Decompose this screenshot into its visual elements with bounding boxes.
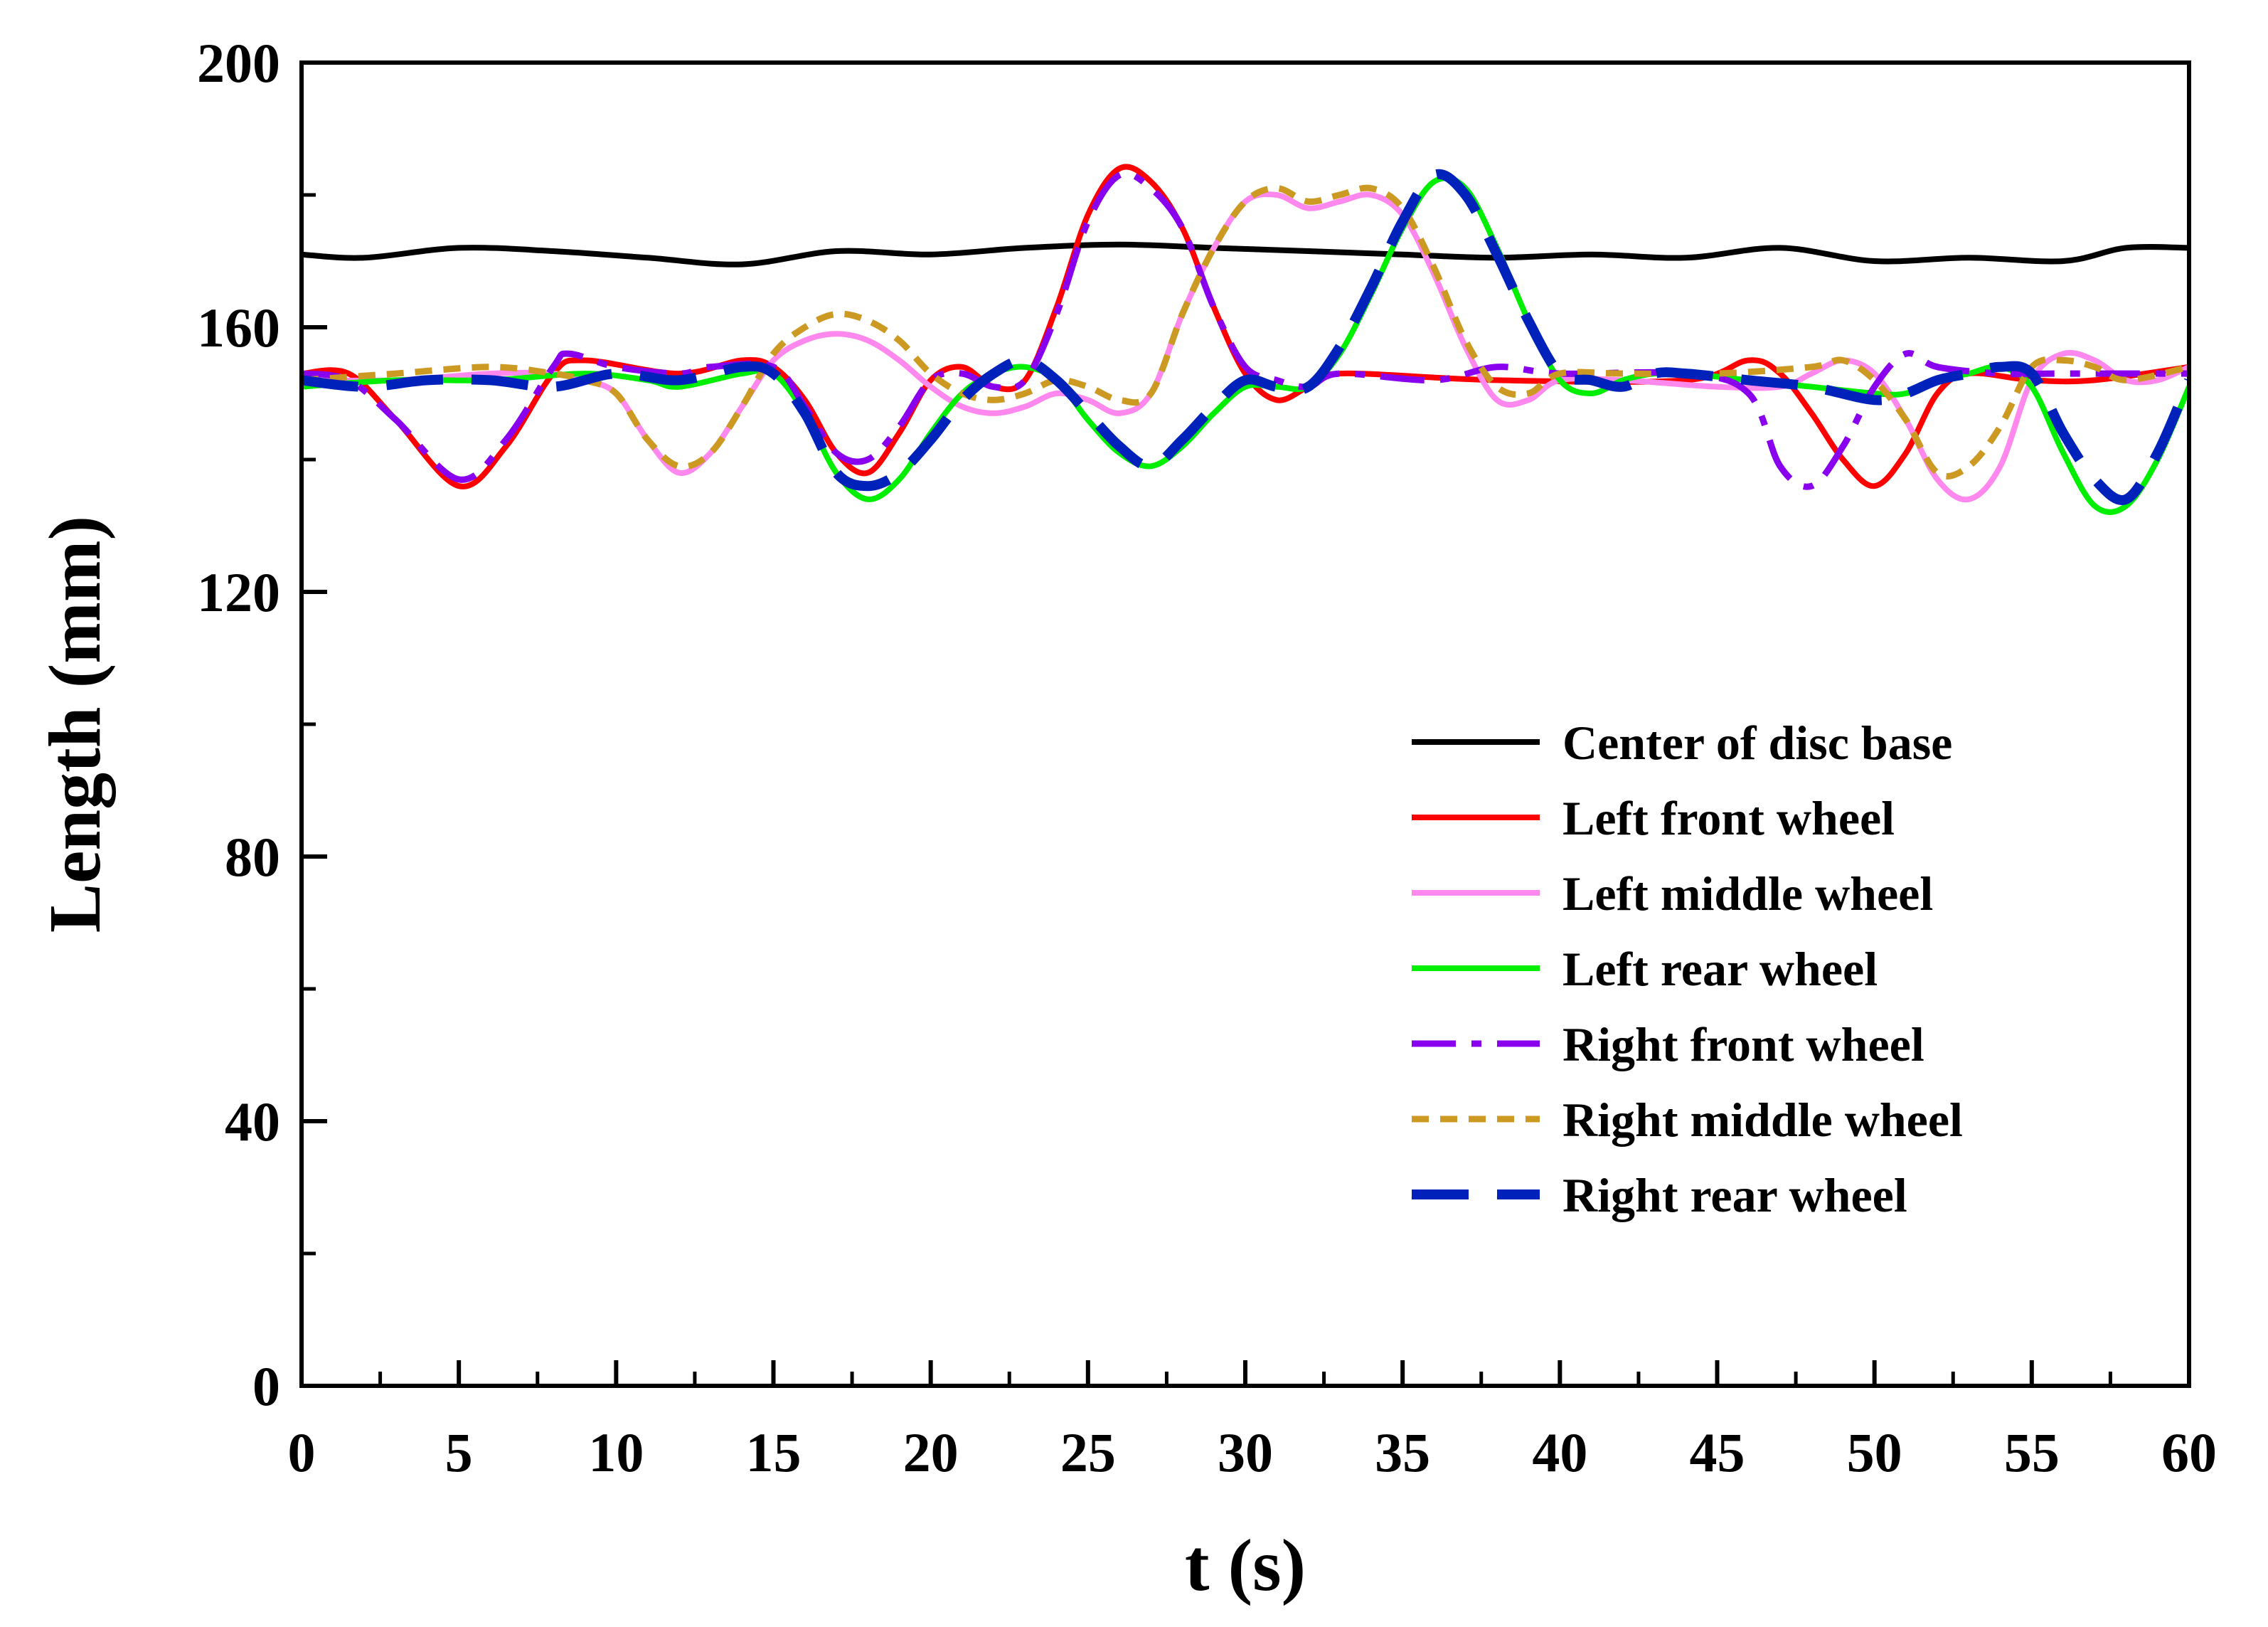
legend-label-right-rear-wheel: Right rear wheel: [1562, 1168, 1907, 1222]
legend-label-right-middle-wheel: Right middle wheel: [1562, 1093, 1963, 1147]
x-tick-label: 20: [903, 1421, 959, 1483]
y-tick-label: 0: [252, 1355, 280, 1417]
series-line-right-front-wheel: [302, 170, 2189, 490]
x-tick-label: 5: [445, 1421, 473, 1483]
legend-label-right-front-wheel: Right front wheel: [1562, 1017, 1924, 1071]
x-tick-label: 45: [1690, 1421, 1745, 1483]
legend-label-center-of-disc-base: Center of disc base: [1562, 716, 1952, 770]
x-tick-label: 25: [1060, 1421, 1116, 1483]
series-line-center-of-disc-base: [302, 241, 2189, 267]
legend-label-left-middle-wheel: Left middle wheel: [1562, 867, 1933, 921]
x-tick-label: 50: [1847, 1421, 1902, 1483]
x-tick-label: 60: [2161, 1421, 2217, 1483]
x-tick-label: 10: [588, 1421, 644, 1483]
x-tick-label: 35: [1375, 1421, 1430, 1483]
series-line-left-rear-wheel: [302, 175, 2189, 515]
y-tick-label: 200: [197, 32, 280, 94]
y-tick-label: 160: [197, 297, 280, 359]
legend-label-left-rear-wheel: Left rear wheel: [1562, 942, 1878, 996]
series-line-right-middle-wheel: [302, 184, 2189, 479]
y-tick-label: 120: [197, 561, 280, 623]
series-line-left-front-wheel: [302, 164, 2189, 489]
legend-label-left-front-wheel: Left front wheel: [1562, 791, 1895, 845]
legend: Center of disc base Left front wheel Left …: [1412, 716, 1963, 1222]
x-axis-title: t (s): [1185, 1525, 1306, 1606]
x-tick-label: 30: [1218, 1421, 1273, 1483]
x-tick-label: 55: [2004, 1421, 2060, 1483]
y-tick-label: 80: [225, 826, 280, 888]
series-line-right-rear-wheel: [302, 169, 2189, 505]
x-tick-label: 0: [288, 1421, 316, 1483]
y-axis-title: Length (mm): [34, 516, 116, 933]
x-tick-label: 40: [1532, 1421, 1587, 1483]
y-tick-label: 40: [225, 1091, 280, 1152]
x-tick-label: 15: [746, 1421, 802, 1483]
